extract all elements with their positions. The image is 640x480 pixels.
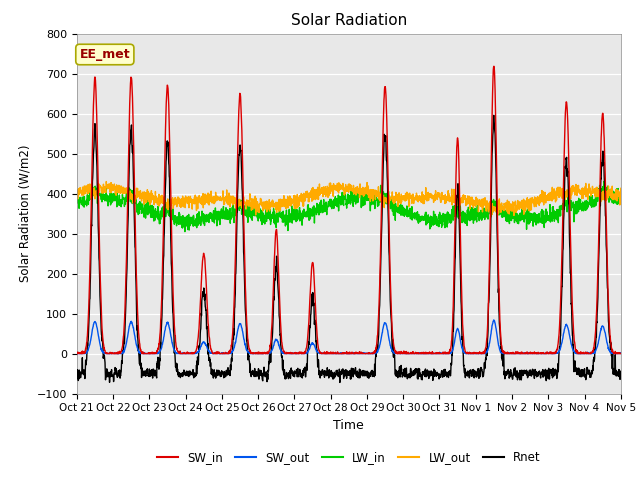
- SW_out: [73, 350, 81, 356]
- SW_out: [365, 351, 372, 357]
- SW_in: [225, 351, 232, 357]
- Line: SW_in: SW_in: [77, 66, 621, 354]
- Rnet: [570, 342, 577, 348]
- LW_out: [508, 208, 515, 214]
- LW_in: [584, 204, 592, 210]
- Rnet: [508, 370, 515, 375]
- SW_in: [617, 351, 625, 357]
- SW_out: [225, 351, 232, 357]
- Line: SW_out: SW_out: [77, 320, 621, 354]
- LW_in: [181, 229, 189, 235]
- Rnet: [336, 380, 344, 385]
- SW_in: [584, 350, 592, 356]
- LW_out: [225, 197, 232, 203]
- SW_out: [490, 317, 498, 323]
- Rnet: [617, 368, 625, 374]
- SW_in: [490, 63, 498, 69]
- Line: Rnet: Rnet: [77, 115, 621, 383]
- LW_in: [617, 197, 625, 203]
- LW_in: [376, 191, 384, 196]
- SW_in: [365, 350, 372, 356]
- LW_in: [73, 197, 81, 203]
- SW_out: [508, 351, 515, 357]
- SW_in: [507, 350, 515, 356]
- LW_out: [73, 194, 81, 200]
- Text: EE_met: EE_met: [79, 48, 130, 61]
- LW_out: [617, 185, 625, 191]
- LW_out: [365, 194, 372, 200]
- SW_in: [376, 264, 384, 270]
- SW_out: [74, 351, 81, 357]
- LW_in: [569, 205, 577, 211]
- Y-axis label: Solar Radiation (W/m2): Solar Radiation (W/m2): [18, 145, 31, 282]
- Legend: SW_in, SW_out, LW_in, LW_out, Rnet: SW_in, SW_out, LW_in, LW_out, Rnet: [152, 446, 546, 469]
- LW_out: [487, 214, 495, 220]
- LW_in: [365, 197, 372, 203]
- Rnet: [73, 370, 81, 376]
- LW_in: [225, 212, 232, 217]
- Line: LW_in: LW_in: [77, 181, 621, 232]
- SW_out: [617, 350, 625, 356]
- Rnet: [365, 374, 372, 380]
- SW_out: [376, 339, 384, 345]
- LW_in: [600, 179, 608, 184]
- LW_out: [376, 192, 384, 197]
- Title: Solar Radiation: Solar Radiation: [291, 13, 407, 28]
- Rnet: [490, 112, 498, 118]
- Line: LW_out: LW_out: [77, 181, 621, 217]
- LW_out: [584, 189, 592, 195]
- Rnet: [376, 271, 384, 276]
- SW_out: [570, 348, 577, 354]
- LW_out: [102, 179, 110, 184]
- Rnet: [225, 368, 232, 374]
- SW_in: [73, 351, 81, 357]
- X-axis label: Time: Time: [333, 419, 364, 432]
- Rnet: [584, 372, 592, 377]
- LW_in: [507, 217, 515, 223]
- SW_out: [584, 351, 592, 357]
- LW_out: [570, 188, 577, 193]
- SW_in: [569, 317, 577, 323]
